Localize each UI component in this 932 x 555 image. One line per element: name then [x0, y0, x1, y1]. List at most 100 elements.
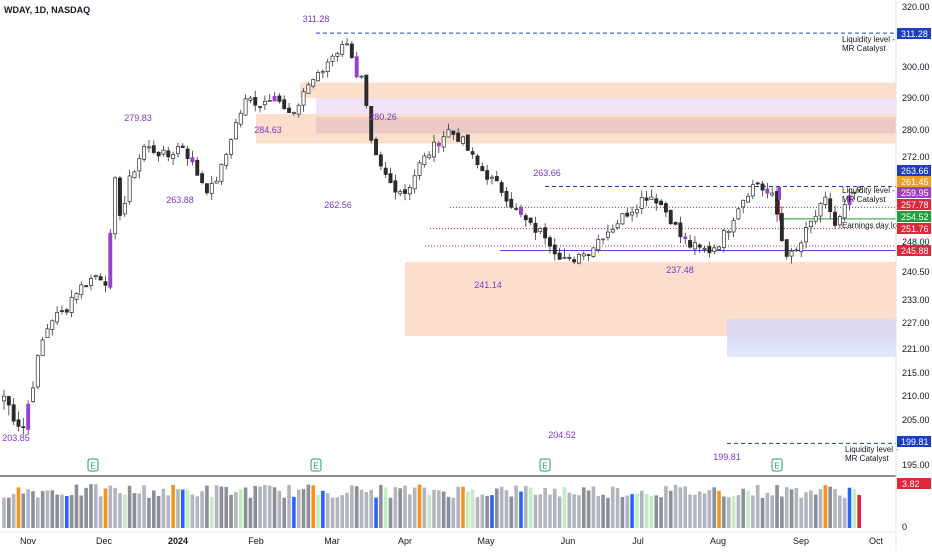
candle: [369, 106, 374, 141]
candle: [707, 246, 712, 254]
volume-bar: [746, 490, 750, 528]
earnings-marker[interactable]: E: [87, 458, 99, 472]
candle: [591, 247, 596, 257]
volume-bar: [301, 489, 306, 528]
volume-bar: [45, 490, 50, 528]
volume-bar: [40, 491, 45, 528]
price-badge-text: 259.95: [901, 188, 929, 198]
candle-latest: [778, 187, 781, 200]
candle: [171, 154, 176, 159]
volume-bar: [833, 489, 837, 528]
volume-bar: [417, 484, 422, 528]
candle: [287, 107, 292, 113]
earnings-icon: [87, 458, 99, 472]
candle: [417, 162, 422, 176]
x-tick-label: Sep: [793, 536, 809, 546]
level-note: Liquidity level -: [842, 35, 895, 44]
volume-bar: [205, 485, 209, 528]
earnings-marker[interactable]: E: [771, 458, 783, 472]
pivot-label: 241.14: [474, 280, 502, 290]
level-note: MR Catalyst: [845, 454, 889, 463]
candle: [436, 142, 441, 147]
volume-bar: [98, 496, 103, 528]
candle: [470, 151, 475, 155]
earnings-marker[interactable]: E: [539, 458, 551, 472]
price-badge: [897, 165, 931, 176]
volume-bar: [11, 493, 16, 528]
candle: [195, 159, 200, 176]
candle: [523, 215, 528, 221]
volume-bar: [548, 494, 552, 528]
volume-bar: [722, 496, 726, 528]
candle: [407, 187, 412, 195]
volume-bar: [794, 487, 799, 528]
volume-bar: [838, 495, 842, 528]
price-badge-text: 261.45: [901, 177, 929, 187]
candle: [446, 129, 451, 138]
x-tick-label: 2024: [168, 536, 188, 546]
volume-bar: [688, 494, 692, 528]
volume-bar: [393, 487, 398, 528]
volume-bar: [456, 486, 460, 528]
chart-title: WDAY, 1D, NASDAQ: [4, 5, 90, 15]
price-badge: [897, 199, 931, 210]
candle: [499, 182, 504, 193]
volume-bar: [775, 485, 779, 528]
volume-bar: [780, 496, 784, 528]
volume-bar: [398, 488, 402, 528]
volume-bar: [683, 486, 688, 528]
candle: [731, 220, 736, 233]
volume-bar: [335, 497, 340, 528]
volume-bar: [151, 490, 156, 528]
candle: [557, 252, 562, 260]
volume-bar: [760, 497, 765, 528]
earnings-marker[interactable]: E: [310, 458, 322, 472]
candle: [151, 145, 156, 153]
earnings-icon: [310, 458, 322, 472]
volume-bar: [147, 497, 151, 528]
volume-bar: [543, 488, 547, 528]
candle: [799, 242, 804, 252]
volume-bar: [702, 493, 707, 528]
pivot-label: 262.56: [324, 200, 352, 210]
y-tick-label: 210.00: [902, 391, 930, 401]
candle: [823, 196, 828, 205]
candle: [354, 56, 359, 78]
volume-bar: [625, 495, 630, 528]
earnings-label: E: [313, 462, 318, 471]
volume-bar: [538, 494, 543, 528]
candle: [422, 155, 427, 165]
candle: [127, 175, 132, 202]
volume-zero-label: 0: [902, 522, 907, 532]
volume-bar: [562, 487, 567, 528]
level-note: MR Catalyst: [842, 195, 886, 204]
candle: [509, 198, 514, 208]
volume-bar: [108, 485, 113, 528]
candle: [804, 227, 808, 243]
volume-bar: [495, 488, 499, 528]
candle: [267, 100, 272, 102]
candle: [229, 139, 234, 155]
candle: [161, 149, 166, 155]
earnings-label: E: [90, 462, 95, 471]
candle: [258, 106, 263, 108]
volume-bar: [804, 492, 808, 528]
volume-bar: [292, 496, 296, 528]
candle: [572, 259, 577, 263]
candle: [596, 239, 601, 251]
volume-bar: [649, 495, 654, 528]
y-tick-label: 233.00: [902, 295, 930, 305]
candle: [26, 403, 31, 430]
volume-bar: [610, 486, 615, 528]
volume-bar: [330, 497, 335, 528]
candle: [683, 236, 688, 240]
candle: [533, 222, 538, 233]
candle: [451, 130, 456, 135]
volume-bar: [446, 496, 451, 528]
price-badge: [897, 187, 931, 198]
candle: [16, 419, 21, 427]
candle: [721, 230, 726, 248]
candle: [412, 175, 417, 190]
